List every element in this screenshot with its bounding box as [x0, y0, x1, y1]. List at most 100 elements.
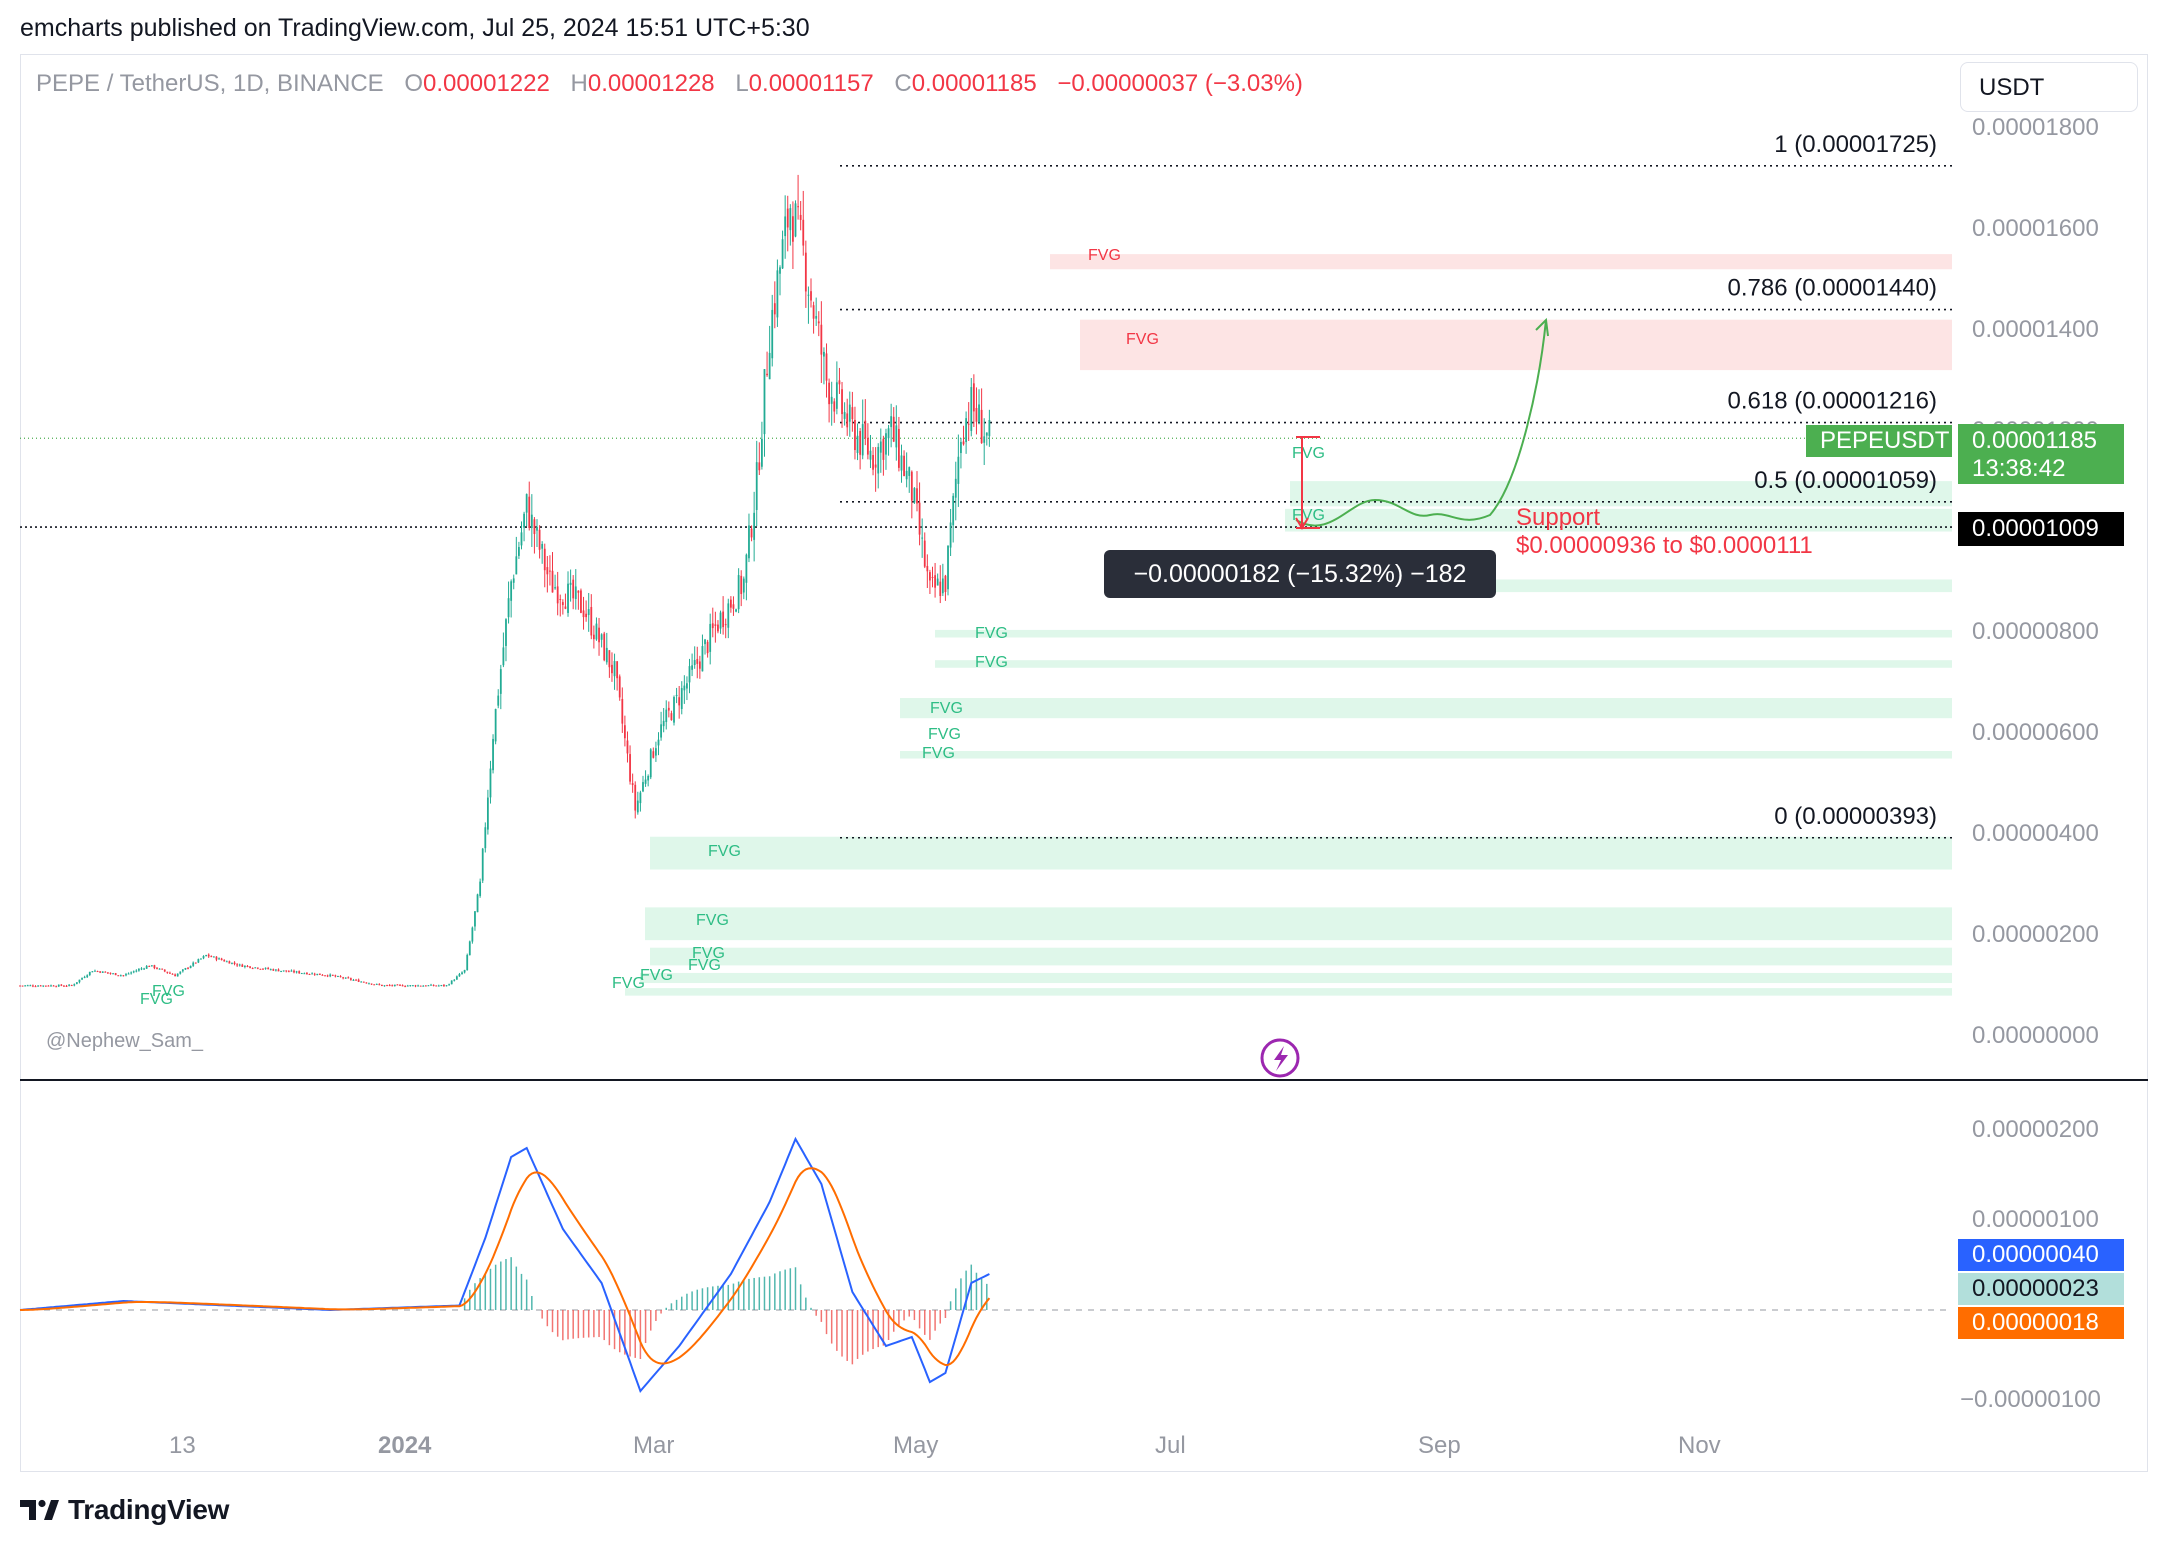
fvg-label: FVG [1088, 247, 1121, 264]
currency-button[interactable]: USDT [1960, 62, 2138, 112]
candle-body [675, 694, 678, 696]
candle-body [727, 603, 730, 628]
candle-body [784, 216, 787, 237]
candle-body [282, 970, 285, 972]
candle-body [432, 984, 435, 986]
candle-body [26, 985, 29, 987]
candle-body [445, 985, 448, 987]
candle-body [205, 954, 208, 957]
candle-body [293, 970, 295, 973]
candle-body [923, 540, 926, 567]
candle-body [926, 565, 929, 572]
symbol-name: PEPE / TetherUS, 1D, BINANCE [36, 70, 384, 97]
signal-line [20, 1167, 991, 1367]
candle-body [600, 634, 603, 640]
candle-body [812, 305, 815, 319]
candle-body [779, 267, 781, 274]
fvg-bullish-zone [900, 750, 1952, 759]
time-tick-label: 13 [169, 1432, 196, 1459]
candle-body [290, 970, 293, 972]
time-tick-label: May [893, 1432, 939, 1459]
candle-body [161, 968, 164, 970]
candle-body [474, 911, 476, 927]
candle-body [574, 586, 577, 600]
candle-body [499, 669, 502, 694]
candle-body [435, 985, 438, 987]
lightning-icon-ring [1260, 1038, 1300, 1078]
candle-body [913, 488, 916, 503]
candle-body [941, 578, 944, 594]
candle-body [898, 428, 900, 468]
candle-body [174, 974, 176, 977]
fvg-label: FVG [975, 625, 1008, 642]
change-value: −0.00000037 (−3.03%) [1057, 70, 1303, 97]
candle-body [448, 984, 451, 986]
projected-path [1295, 319, 1547, 527]
candle-body [259, 968, 262, 970]
candle-body [815, 316, 818, 319]
fvg-bullish-zone [1285, 508, 1952, 532]
candle-body [528, 496, 531, 528]
last-price-value: 0.00001185 [1972, 427, 2098, 454]
candle-body [835, 382, 838, 409]
time-tick-label: Jul [1155, 1432, 1186, 1459]
candle-body [414, 985, 417, 987]
candle-body [187, 967, 189, 969]
candle-body [50, 985, 52, 987]
candle-body [773, 303, 776, 315]
candle-body [241, 964, 244, 967]
macd-tick-label: −0.00000100 [1960, 1386, 2101, 1413]
candle-body [243, 965, 246, 967]
measure-tooltip: −0.00000182 (−15.32%) −182 [1104, 550, 1496, 598]
time-tick-label: 2024 [378, 1432, 432, 1459]
candle-body [412, 985, 414, 987]
candle-body [73, 984, 76, 986]
candle-body [339, 976, 342, 978]
candle-body [463, 969, 466, 973]
candle-body [298, 971, 301, 974]
candle-body [112, 973, 114, 975]
price-tick-label: 0.00000600 [1972, 719, 2099, 747]
candle-body [758, 462, 761, 471]
fvg-label: FVG [688, 957, 721, 974]
candle-body [94, 970, 96, 972]
candle-body [145, 965, 148, 969]
candle-body [642, 782, 644, 792]
candle-body [169, 972, 171, 974]
low-label: L [735, 70, 749, 97]
candle-body [817, 321, 820, 324]
candle-body [864, 420, 867, 439]
candle-body [249, 966, 251, 968]
candle-body [861, 424, 864, 456]
candle-body [489, 768, 492, 798]
candle-body [207, 954, 210, 957]
candle-body [866, 437, 869, 455]
candle-body [567, 583, 569, 613]
candle-body [75, 982, 78, 984]
candle-body [701, 646, 704, 672]
candle-body [551, 570, 554, 593]
candle-body [406, 985, 409, 987]
fvg-bearish-zone [1080, 319, 1952, 371]
candle-body [848, 404, 851, 422]
candle-body [768, 352, 771, 380]
candle-body [949, 522, 952, 548]
tradingview-logo[interactable]: TradingView [20, 1492, 229, 1528]
candle-body [879, 441, 882, 453]
candle-body [264, 967, 267, 969]
candle-body [608, 650, 611, 668]
macd-layer [19, 1136, 1952, 1393]
candle-body [988, 419, 991, 437]
candle-body [916, 488, 918, 504]
candle-body [378, 984, 381, 986]
candle-body [657, 739, 660, 746]
fib-label: 0.786 (0.00001440) [1727, 275, 1937, 302]
candle-body [698, 661, 701, 669]
candle-body [644, 779, 647, 784]
lightning-icon [1260, 1038, 1300, 1078]
candle-body [300, 973, 303, 975]
candle-body [587, 609, 590, 616]
candle-body [125, 974, 127, 976]
candle-body [218, 958, 220, 960]
